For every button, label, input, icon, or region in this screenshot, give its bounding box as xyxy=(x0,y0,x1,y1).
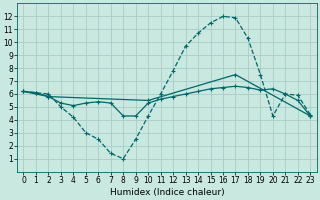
X-axis label: Humidex (Indice chaleur): Humidex (Indice chaleur) xyxy=(109,188,224,197)
